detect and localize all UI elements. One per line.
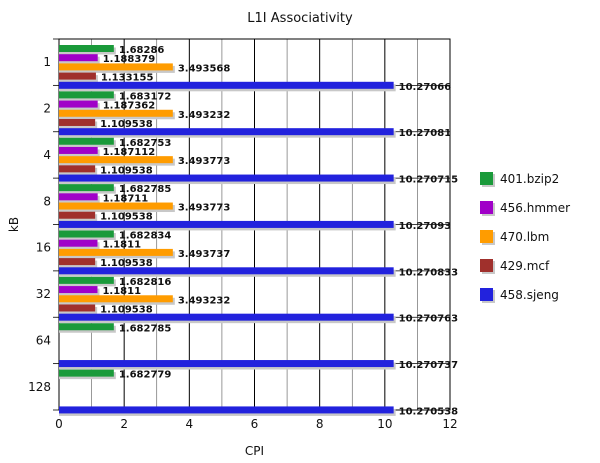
bar	[59, 193, 98, 201]
bar	[59, 230, 114, 238]
data-label: 1.683172	[119, 91, 172, 102]
legend-label: 429.mcf	[500, 259, 550, 273]
y-tick-label: 64	[36, 333, 51, 347]
data-label: 10.270538	[399, 406, 459, 417]
y-tick-label: 8	[43, 194, 51, 208]
bar	[59, 360, 394, 368]
legend-label: 470.lbm	[500, 230, 549, 244]
chart-title: L1I Associativity	[247, 11, 353, 26]
data-label: 3.493773	[178, 156, 231, 167]
y-axis-title: kB	[7, 217, 21, 232]
data-label: 1.682779	[119, 370, 172, 381]
y-tick-label: 4	[43, 148, 51, 162]
data-label: 10.27081	[399, 128, 452, 139]
data-label: 1.68286	[119, 45, 165, 56]
data-label: 10.270833	[399, 267, 459, 278]
data-label: 1.188379	[103, 54, 156, 65]
x-tick-label: 10	[377, 417, 392, 431]
bar	[59, 258, 96, 266]
legend-swatch	[480, 288, 493, 301]
bar	[59, 54, 98, 62]
data-label: 1.187362	[103, 101, 156, 112]
bar	[59, 202, 173, 210]
bar	[59, 220, 394, 228]
bar	[59, 109, 173, 117]
data-label: 3.493568	[178, 63, 231, 74]
x-axis-title: CPI	[245, 444, 264, 458]
bar	[59, 174, 394, 182]
bar	[59, 81, 394, 89]
data-label: 10.27093	[399, 221, 452, 232]
x-tick-label: 4	[186, 417, 194, 431]
bar	[59, 118, 96, 126]
bar	[59, 211, 96, 219]
data-label: 1.133155	[101, 73, 154, 84]
legend-swatch	[480, 172, 493, 185]
data-label: 1.682834	[119, 231, 172, 242]
x-tick-label: 2	[120, 417, 128, 431]
data-label: 3.493737	[178, 249, 231, 260]
data-label: 10.270737	[399, 360, 459, 371]
x-tick-label: 6	[251, 417, 259, 431]
legend-swatch	[480, 230, 493, 243]
bar	[59, 184, 114, 192]
y-tick-label: 128	[28, 380, 51, 394]
y-tick-label: 1	[43, 55, 51, 69]
bar	[59, 146, 98, 154]
bar	[59, 295, 173, 303]
data-label: 3.493232	[178, 295, 231, 306]
data-label: 1.682753	[119, 138, 172, 149]
data-label: 1.682785	[119, 323, 172, 334]
bar	[59, 128, 394, 136]
bar	[59, 406, 394, 414]
data-label: 3.493232	[178, 110, 231, 121]
data-label: 1.109538	[100, 212, 153, 223]
bar	[59, 313, 394, 321]
bar	[59, 304, 96, 312]
bar	[59, 165, 96, 173]
data-label: 1.187112	[103, 147, 156, 158]
bar	[59, 100, 98, 108]
data-label: 1.1811	[102, 286, 141, 297]
data-label: 1.18711	[103, 193, 149, 204]
bar	[59, 323, 114, 331]
bar	[59, 91, 114, 99]
data-label: 1.109538	[100, 258, 153, 269]
bar	[59, 248, 173, 256]
x-tick-label: 0	[55, 417, 63, 431]
legend-label: 401.bzip2	[500, 172, 559, 186]
y-tick-label: 16	[36, 241, 51, 255]
data-label: 10.270763	[399, 314, 459, 325]
data-label: 3.493773	[178, 203, 231, 214]
bar	[59, 72, 96, 80]
data-label: 1.109538	[100, 119, 153, 130]
y-tick-label: 2	[43, 102, 51, 116]
x-tick-label: 8	[316, 417, 324, 431]
data-label: 1.682785	[119, 184, 172, 195]
data-label: 10.27066	[399, 82, 452, 93]
data-label: 10.270715	[399, 175, 459, 186]
data-label: 1.109538	[100, 165, 153, 176]
bar	[59, 137, 114, 145]
bar	[59, 286, 98, 294]
bar	[59, 276, 114, 284]
data-label: 1.109538	[100, 304, 153, 315]
data-label: 1.1811	[102, 240, 141, 251]
bar	[59, 267, 394, 275]
bar	[59, 369, 114, 377]
bar	[59, 63, 173, 71]
bar	[59, 45, 114, 52]
bar	[59, 156, 173, 164]
y-tick-label: 32	[36, 287, 51, 301]
data-label: 1.682816	[119, 277, 172, 288]
bar	[59, 239, 98, 247]
legend-label: 456.hmmer	[500, 201, 570, 215]
legend-swatch	[480, 259, 493, 272]
legend-label: 458.sjeng	[500, 288, 559, 302]
legend-swatch	[480, 201, 493, 214]
x-tick-label: 12	[442, 417, 457, 431]
